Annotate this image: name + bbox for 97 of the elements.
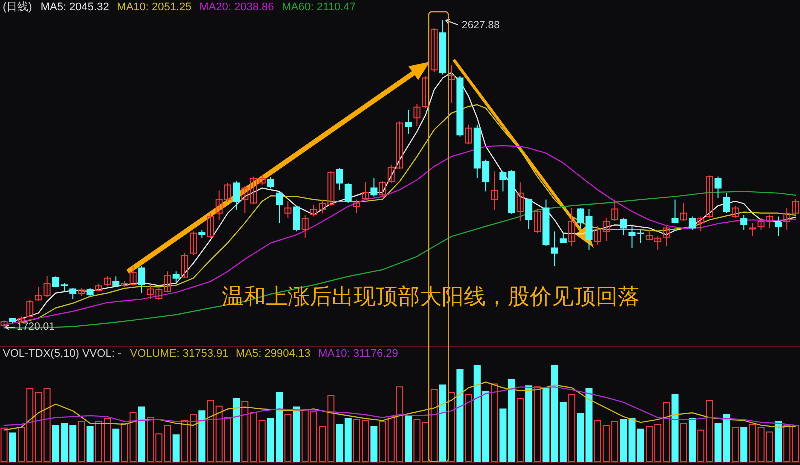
bar [516,398,524,462]
candlestick [774,216,782,237]
text: MA20: 2038.86 [200,2,274,14]
candlestick [723,192,730,214]
bar [568,394,576,462]
bar [370,426,378,462]
bar [508,378,516,462]
candlestick [44,276,51,298]
candlestick [448,64,456,104]
candlestick [242,186,249,214]
bar [688,418,696,462]
bar [440,384,447,462]
bar [112,428,120,462]
bar [526,386,533,462]
candlestick [414,104,421,126]
candlestick [620,218,628,236]
candlestick [706,175,714,219]
bar [491,384,498,462]
candlestick [336,168,344,190]
candlestick [70,288,77,300]
bar [121,423,128,462]
candlestick [491,171,498,210]
bar [534,386,542,462]
candlestick [138,266,146,294]
bar [456,369,464,462]
chart-title: VOL-TDX(5,10) VVOL: - [3,348,122,360]
bar [465,394,472,462]
bar [172,434,180,462]
bar [542,388,550,462]
text: MA10: 2051.25 [117,2,192,14]
bar [86,426,94,462]
candlestick [749,222,756,237]
bar [198,410,206,462]
annotation: 2627.88 [462,20,500,32]
candlestick [362,182,370,200]
candlestick [568,208,576,248]
bar [405,415,412,462]
text: MA5: 29904.13 [236,348,311,360]
candlestick [172,271,180,284]
bar [130,412,137,462]
candlestick [293,206,300,232]
candlestick [740,214,748,230]
chart-subtitle: VOLUME: 31753.91 [130,348,229,360]
bar [9,432,16,462]
candlestick [688,216,696,230]
candlestick [104,276,112,287]
bar [500,408,507,462]
text: MA5: 2045.32 [40,2,110,14]
candlestick [267,176,274,190]
candlestick [551,231,558,268]
candlestick [612,199,619,222]
candlestick [732,205,739,219]
candlestick [465,124,472,146]
candlestick [112,276,120,288]
candlestick [26,300,34,318]
chart-title: (日线) [3,0,32,14]
candlestick [405,110,412,135]
candlestick [714,176,722,199]
bar [284,414,292,462]
candlestick [672,199,679,224]
candlestick [500,171,507,192]
candlestick [526,198,533,230]
candlestick [344,182,352,204]
bar [44,388,51,462]
text: MA60: 2110.47 [282,2,356,14]
candlestick [663,226,670,248]
candlestick [302,214,309,239]
candlestick [370,178,378,198]
bar [414,419,421,462]
bar [233,398,240,462]
candlestick [190,231,198,256]
bar [138,406,146,462]
candlestick [276,192,284,224]
candlestick [207,212,214,239]
candlestick [130,266,137,286]
text: MA10: 31176.29 [318,348,398,360]
bar [242,401,249,462]
candlestick [379,181,386,197]
bar [749,424,756,462]
bar [78,421,86,462]
candlestick [233,181,240,210]
bar [0,428,8,462]
candlestick [516,182,524,222]
candlestick [534,209,542,234]
bar [740,426,748,462]
bar [680,423,688,462]
bar [732,426,739,462]
candlestick [35,286,42,302]
bar [672,394,679,462]
candlestick [680,202,688,222]
candlestick [430,28,438,73]
candlestick [353,199,360,214]
candlestick [284,201,292,219]
candlestick [181,252,188,279]
bar [774,421,782,462]
candlestick [698,216,705,232]
bar [293,406,300,462]
